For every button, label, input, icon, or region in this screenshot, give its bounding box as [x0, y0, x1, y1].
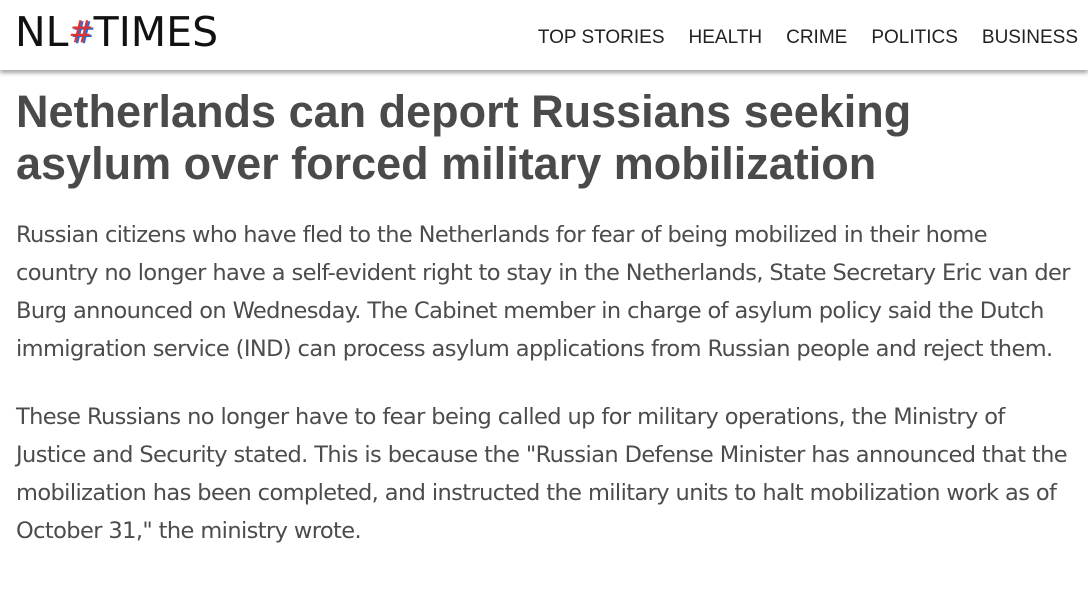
nav-crime[interactable]: CRIME: [786, 27, 848, 48]
site-logo[interactable]: NL#TIMES: [15, 8, 218, 56]
nav-health[interactable]: HEALTH: [688, 27, 763, 48]
nav-politics[interactable]: POLITICS: [871, 27, 958, 48]
hash-icon: #: [68, 15, 94, 50]
main-nav: TOP STORIES HEALTH CRIME POLITICS BUSINE…: [538, 27, 1078, 49]
article-paragraph: Russian citizens who have fled to the Ne…: [16, 222, 1071, 362]
logo-text: TIMES: [93, 8, 219, 56]
nav-business[interactable]: BUSINESS: [981, 27, 1078, 48]
article-title: Netherlands can deport Russians seeking …: [16, 86, 912, 189]
article-paragraph: These Russians no longer have to fear be…: [16, 404, 1068, 544]
logo-text: NL: [15, 8, 69, 56]
site-header: NL#TIMES TOP STORIES HEALTH CRIME POLITI…: [0, 0, 1088, 70]
article: Netherlands can deport Russians seeking …: [0, 70, 1088, 550]
nav-top-stories[interactable]: TOP STORIES: [537, 27, 665, 48]
